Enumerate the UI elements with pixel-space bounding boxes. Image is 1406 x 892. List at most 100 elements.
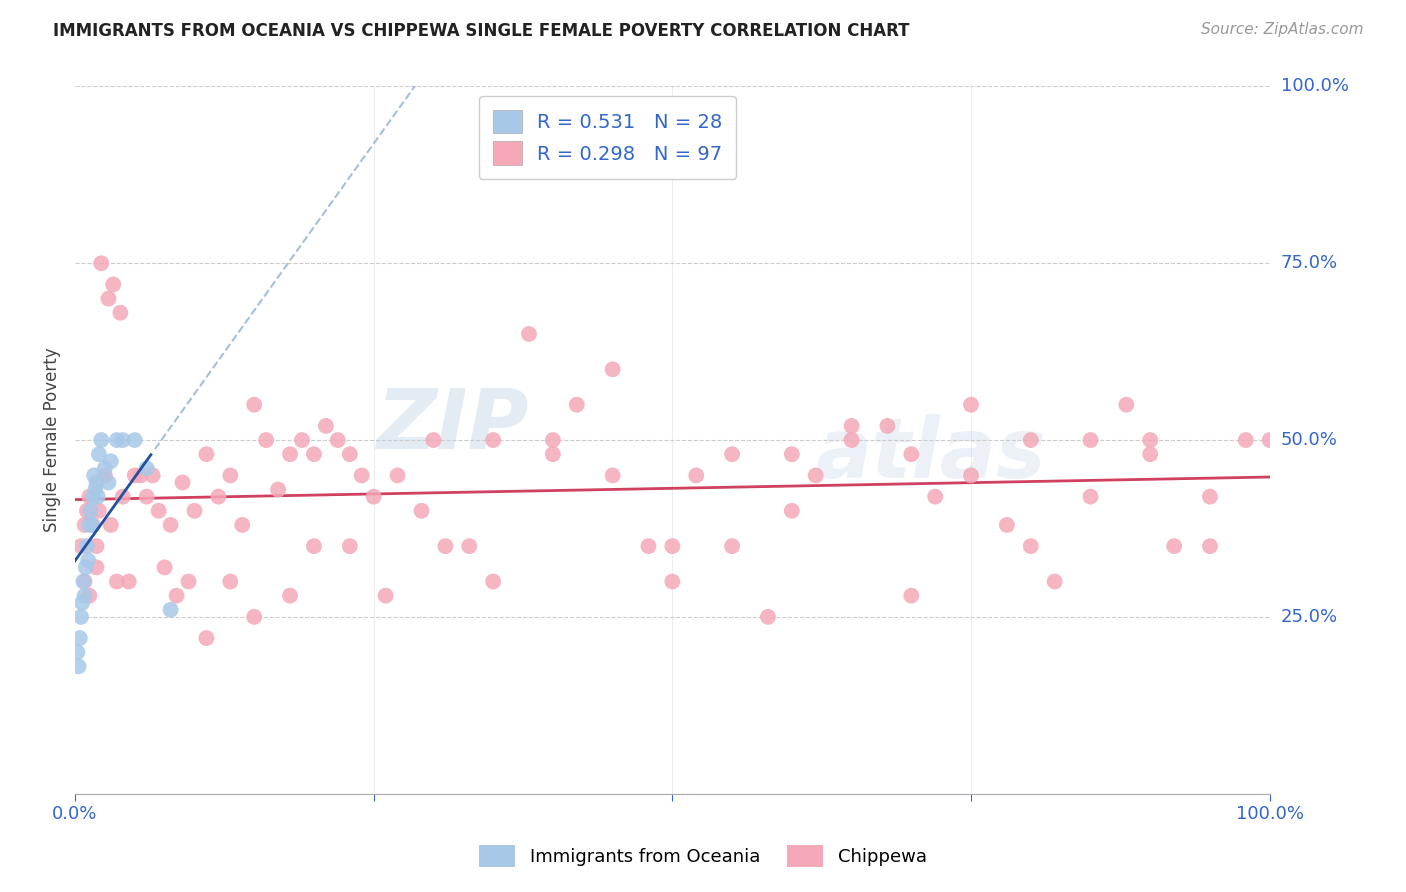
- Point: [721, 539, 744, 553]
- Point: [243, 610, 266, 624]
- Point: [637, 539, 659, 553]
- Point: [159, 517, 181, 532]
- Point: [278, 589, 301, 603]
- Point: [900, 589, 922, 603]
- Point: [1139, 447, 1161, 461]
- Point: [422, 433, 444, 447]
- Legend: Immigrants from Oceania, Chippewa: Immigrants from Oceania, Chippewa: [472, 838, 934, 874]
- Point: [685, 468, 707, 483]
- Point: [103, 277, 125, 292]
- Point: [111, 433, 134, 447]
- Point: [541, 447, 564, 461]
- Point: [482, 433, 505, 447]
- Point: [90, 433, 112, 447]
- Point: [84, 483, 107, 497]
- Point: [387, 468, 409, 483]
- Point: [804, 468, 827, 483]
- Point: [97, 292, 120, 306]
- Point: [924, 490, 946, 504]
- Point: [1139, 433, 1161, 447]
- Point: [1234, 433, 1257, 447]
- Point: [565, 398, 588, 412]
- Point: [661, 539, 683, 553]
- Point: [1258, 433, 1281, 447]
- Point: [76, 539, 98, 553]
- Point: [76, 504, 98, 518]
- Point: [1199, 539, 1222, 553]
- Point: [315, 418, 337, 433]
- Point: [374, 589, 396, 603]
- Point: [79, 504, 101, 518]
- Point: [166, 589, 188, 603]
- Point: [73, 589, 96, 603]
- Point: [434, 539, 457, 553]
- Point: [70, 539, 93, 553]
- Text: Source: ZipAtlas.com: Source: ZipAtlas.com: [1201, 22, 1364, 37]
- Point: [195, 447, 218, 461]
- Point: [159, 603, 181, 617]
- Point: [960, 468, 983, 483]
- Point: [841, 433, 863, 447]
- Point: [87, 447, 110, 461]
- Point: [302, 539, 325, 553]
- Y-axis label: Single Female Poverty: Single Female Poverty: [44, 348, 60, 533]
- Point: [302, 447, 325, 461]
- Point: [195, 631, 218, 645]
- Point: [72, 574, 94, 589]
- Point: [267, 483, 290, 497]
- Point: [517, 326, 540, 341]
- Point: [79, 490, 101, 504]
- Point: [153, 560, 176, 574]
- Point: [172, 475, 194, 490]
- Point: [876, 418, 898, 433]
- Point: [995, 517, 1018, 532]
- Point: [780, 447, 803, 461]
- Point: [458, 539, 481, 553]
- Point: [135, 461, 157, 475]
- Point: [291, 433, 314, 447]
- Point: [82, 490, 104, 504]
- Point: [841, 418, 863, 433]
- Point: [77, 553, 100, 567]
- Point: [124, 433, 146, 447]
- Point: [207, 490, 229, 504]
- Point: [339, 447, 361, 461]
- Legend: R = 0.531   N = 28, R = 0.298   N = 97: R = 0.531 N = 28, R = 0.298 N = 97: [479, 96, 737, 178]
- Point: [1043, 574, 1066, 589]
- Point: [960, 398, 983, 412]
- Point: [87, 504, 110, 518]
- Point: [243, 398, 266, 412]
- Point: [1115, 398, 1137, 412]
- Point: [67, 659, 90, 673]
- Point: [70, 596, 93, 610]
- Point: [110, 306, 132, 320]
- Point: [124, 468, 146, 483]
- Point: [82, 517, 104, 532]
- Point: [90, 256, 112, 270]
- Point: [94, 468, 117, 483]
- Point: [541, 433, 564, 447]
- Point: [1199, 490, 1222, 504]
- Point: [1019, 433, 1042, 447]
- Point: [219, 468, 242, 483]
- Point: [83, 468, 105, 483]
- Point: [482, 574, 505, 589]
- Point: [86, 475, 108, 490]
- Point: [142, 468, 165, 483]
- Point: [129, 468, 152, 483]
- Point: [79, 517, 101, 532]
- Point: [73, 517, 96, 532]
- Point: [118, 574, 141, 589]
- Point: [105, 433, 128, 447]
- Point: [350, 468, 373, 483]
- Point: [86, 560, 108, 574]
- Text: 75.0%: 75.0%: [1281, 254, 1339, 272]
- Point: [177, 574, 200, 589]
- Point: [363, 490, 385, 504]
- Text: 50.0%: 50.0%: [1281, 431, 1337, 449]
- Point: [780, 504, 803, 518]
- Text: atlas: atlas: [815, 414, 1046, 495]
- Point: [411, 504, 433, 518]
- Point: [94, 461, 117, 475]
- Point: [254, 433, 277, 447]
